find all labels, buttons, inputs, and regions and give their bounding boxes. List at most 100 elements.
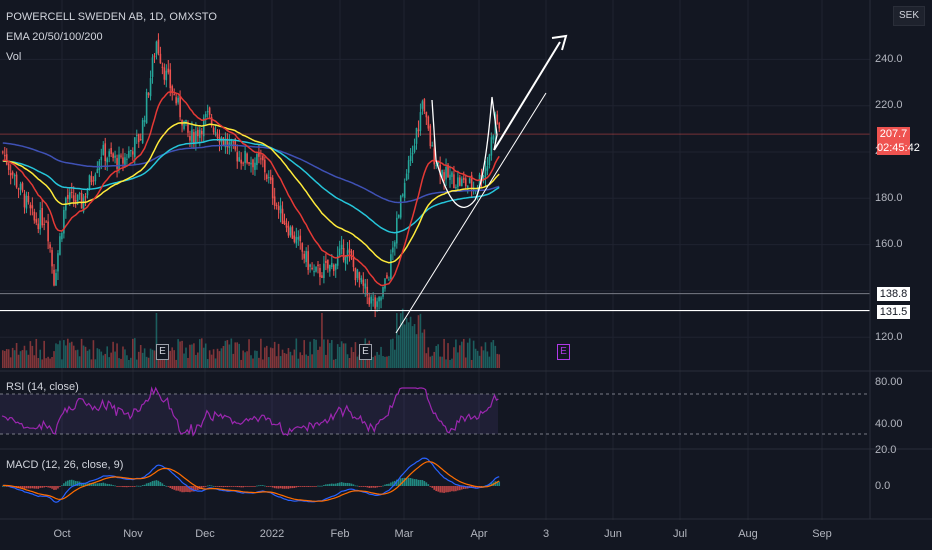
volume-bar	[313, 339, 315, 368]
macd-histogram-bar	[392, 481, 394, 486]
candle-body	[468, 178, 471, 184]
candle-body	[431, 145, 434, 147]
volume-bar	[262, 359, 264, 368]
volume-bar	[354, 342, 357, 368]
candle-body	[145, 91, 148, 124]
volume-bar	[252, 358, 254, 368]
candle-body	[238, 157, 240, 162]
candle-body	[315, 266, 317, 272]
x-tick-oct: Oct	[53, 528, 71, 540]
volume-bar	[210, 354, 213, 368]
candle-body	[41, 208, 43, 226]
volume-bars	[2, 308, 501, 368]
candle-body	[258, 152, 260, 157]
macd-histogram-bar	[323, 484, 325, 486]
macd-histogram-bar	[340, 482, 343, 486]
volume-bar	[122, 346, 124, 368]
candle-body	[271, 177, 274, 199]
candle-body	[224, 139, 227, 148]
macd-histogram-bar	[287, 486, 290, 489]
volume-bar	[181, 340, 183, 368]
volume-legend[interactable]: Vol	[6, 51, 22, 63]
candle-body	[31, 205, 34, 209]
macd-histogram-bar	[133, 486, 136, 487]
volume-bar	[92, 340, 95, 368]
candle-body	[187, 122, 189, 133]
volume-bar	[327, 339, 329, 368]
volume-bar	[401, 308, 404, 368]
volume-bar	[423, 329, 426, 368]
macd-histogram-bar	[23, 486, 26, 489]
volume-bar	[230, 338, 233, 368]
candle-body	[327, 259, 329, 269]
volume-bar	[145, 356, 148, 368]
ema-200-line	[2, 142, 500, 204]
macd-histogram-bar	[356, 485, 359, 487]
macd-histogram-bar	[388, 483, 390, 486]
candle-body	[208, 107, 211, 115]
volume-bar	[376, 351, 378, 368]
volume-bar	[459, 345, 461, 368]
macd-histogram-bar	[360, 486, 363, 487]
candle-body	[466, 185, 469, 190]
candle-body	[449, 174, 451, 180]
macd-histogram-bar	[189, 486, 191, 493]
candle-body	[175, 97, 177, 104]
candle-body	[433, 148, 436, 165]
candle-body	[453, 174, 455, 189]
volume-bar	[285, 353, 288, 368]
candle-body	[96, 169, 99, 174]
candle-body	[100, 157, 103, 161]
macd-histogram-bar	[256, 485, 258, 487]
macd-histogram-bar	[301, 486, 304, 487]
volume-bar	[65, 345, 67, 368]
volume-bar	[299, 352, 302, 368]
candle-body	[118, 154, 120, 170]
rsi-legend[interactable]: RSI (14, close)	[6, 381, 79, 393]
volume-bar	[429, 356, 432, 368]
candle-body	[177, 97, 179, 103]
macd-histogram-bar	[41, 486, 43, 488]
currency-button[interactable]: SEK	[893, 6, 925, 26]
earnings-marker[interactable]: E	[156, 344, 169, 360]
candle-body	[313, 271, 315, 273]
macd-histogram-bar	[175, 486, 177, 491]
volume-bar	[289, 351, 292, 368]
macd-histogram-bar	[193, 486, 195, 492]
candle-body	[244, 150, 246, 163]
macd-histogram-bar	[334, 483, 337, 486]
volume-bar	[232, 353, 235, 368]
volume-bar	[199, 339, 201, 368]
macd-histogram-bar	[74, 480, 77, 486]
volume-bar	[435, 345, 437, 368]
volume-bar	[78, 356, 81, 368]
candle-body	[476, 187, 479, 192]
candle-body	[311, 267, 313, 270]
candle-body	[407, 160, 410, 173]
cup-handle-drawing	[431, 96, 498, 208]
macd-histogram-bar	[246, 486, 248, 487]
macd-histogram-bar	[285, 486, 288, 489]
macd-histogram-bar	[183, 486, 185, 493]
ema-50-line	[2, 122, 500, 264]
candle-body	[307, 251, 309, 270]
candle-body	[273, 196, 276, 206]
candle-body	[106, 158, 109, 163]
candle-body	[443, 172, 445, 182]
candle-body	[159, 53, 162, 64]
volume-bar	[281, 349, 284, 368]
earnings-marker-upcoming[interactable]: E	[557, 344, 570, 360]
candle-body	[447, 164, 449, 178]
candle-body	[17, 188, 20, 190]
macd-legend[interactable]: MACD (12, 26, close, 9)	[6, 459, 124, 471]
ema-legend[interactable]: EMA 20/50/100/200	[6, 31, 103, 43]
volume-bar	[224, 340, 227, 368]
volume-bar	[492, 340, 495, 368]
macd-histogram-bar	[374, 486, 376, 488]
volume-bar	[128, 359, 130, 368]
macd-histogram-bar	[344, 482, 347, 486]
macd-histogram-bar	[269, 486, 272, 487]
macd-histogram-bar	[407, 477, 410, 486]
earnings-marker[interactable]: E	[359, 344, 372, 360]
